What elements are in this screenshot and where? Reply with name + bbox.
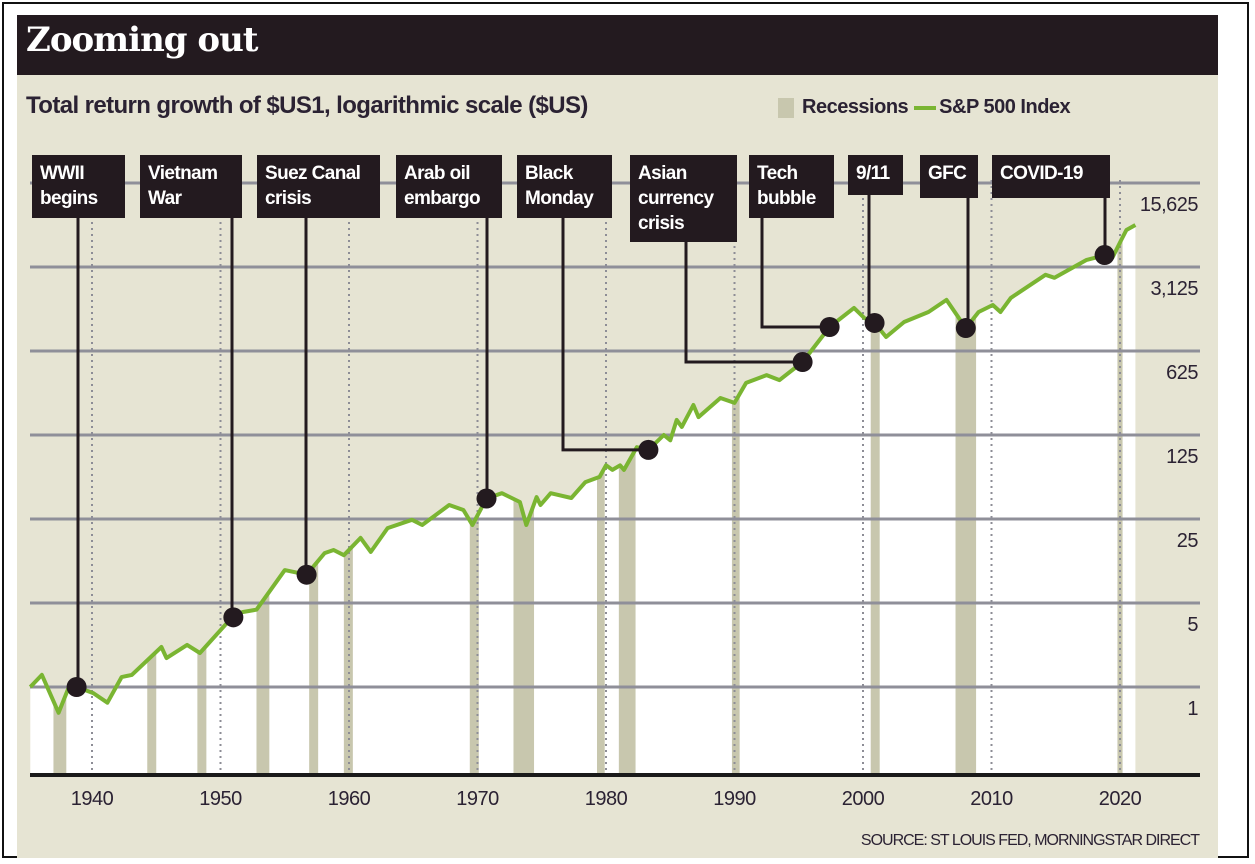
event-marker-dot — [223, 607, 244, 628]
event-marker-dot — [819, 316, 840, 337]
x-tick-label: 2010 — [970, 788, 1013, 810]
y-tick-label: 1 — [1187, 698, 1198, 720]
recession-bar — [597, 225, 605, 775]
legend: Recessions S&P 500 Index — [778, 96, 1071, 119]
recession-bar — [731, 225, 740, 775]
annotation-label: begins — [40, 188, 98, 209]
annotation-box — [992, 155, 1110, 198]
annotation-box — [630, 155, 737, 242]
y-tick-label: 125 — [1166, 446, 1198, 468]
x-tick-label: 1940 — [71, 788, 114, 810]
x-tick-label: 1980 — [585, 788, 628, 810]
y-tick-label: 3,125 — [1150, 278, 1198, 300]
source-note: SOURCE: ST LOUIS FED, MORNINGSTAR DIRECT — [860, 832, 1200, 849]
x-tick-label: 1950 — [199, 788, 242, 810]
x-tick-label: 1970 — [456, 788, 499, 810]
annotation-box — [140, 155, 242, 218]
y-tick-label: 5 — [1187, 614, 1198, 636]
annotation-label: Arab oil — [404, 163, 470, 184]
event-marker-dot — [296, 564, 317, 585]
area-under-curve — [30, 225, 1136, 775]
event-marker-dot — [864, 312, 885, 333]
y-tick-label: 15,625 — [1140, 194, 1199, 216]
annotation-label: Tech — [757, 163, 798, 184]
event-marker-dot — [66, 677, 87, 697]
annotation-box — [749, 155, 834, 218]
event-marker-dot — [638, 439, 659, 460]
recession-bar — [955, 225, 977, 775]
annotation-leader-line — [561, 218, 649, 452]
chart-subtitle: Total return growth of $US1, logarithmic… — [26, 92, 588, 119]
recession-bar — [870, 225, 880, 775]
annotation-box — [848, 155, 903, 195]
x-tick-label: 2020 — [1099, 788, 1142, 810]
annotation-label: embargo — [404, 188, 480, 209]
x-tick-label: 2000 — [842, 788, 885, 810]
annotation-box — [396, 155, 502, 218]
event-marker-dot — [476, 488, 497, 509]
annotation-label: COVID-19 — [1000, 163, 1083, 184]
event-marker-dot — [792, 352, 813, 373]
chart-title: Zooming out — [26, 20, 258, 60]
legend-recession-swatch — [778, 97, 794, 118]
annotation-label: Asian — [638, 163, 687, 184]
annotation-label: Suez Canal — [265, 163, 360, 184]
annotation-leader-line — [760, 218, 830, 329]
legend-line-swatch — [914, 105, 937, 110]
annotation-label: 9/11 — [856, 163, 891, 184]
annotation-label: Monday — [525, 188, 594, 209]
y-tick-label: 625 — [1166, 362, 1198, 384]
annotation-label: currency — [638, 188, 715, 209]
annotation-box — [32, 155, 125, 218]
annotation-box — [920, 155, 978, 198]
legend-index-label: S&P 500 Index — [939, 96, 1071, 118]
annotation-label: GFC — [928, 163, 967, 184]
legend-recessions-label: Recessions — [802, 96, 909, 118]
annotation-label: WWII — [40, 163, 84, 184]
annotation-label: crisis — [265, 188, 311, 209]
header-bar — [17, 15, 1218, 75]
event-marker-dot — [1094, 245, 1115, 266]
annotation-label: Black — [525, 163, 574, 184]
annotation-label: bubble — [757, 188, 816, 209]
annotation-leader-line — [684, 242, 803, 364]
x-tick-label: 1990 — [713, 788, 756, 810]
x-tick-label: 1960 — [328, 788, 371, 810]
annotation-label: War — [148, 188, 183, 209]
annotation-label: Vietnam — [148, 163, 217, 184]
annotation-box — [517, 155, 612, 218]
annotation-label: crisis — [638, 213, 684, 234]
annotation-box — [257, 155, 380, 218]
event-marker-dot — [955, 318, 976, 339]
y-tick-label: 25 — [1177, 530, 1199, 552]
